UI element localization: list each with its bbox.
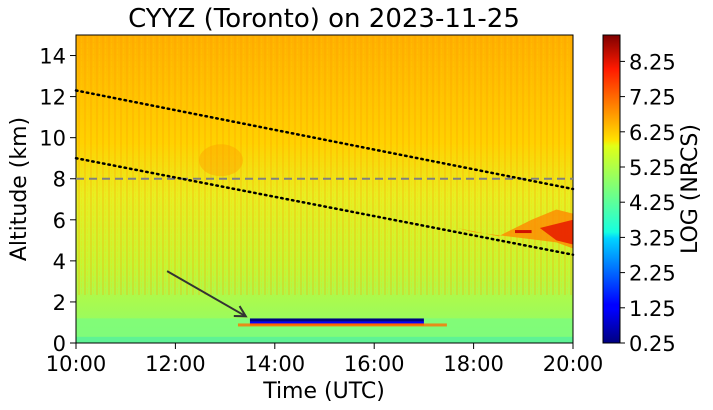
colorbar-tick-label: 0.25: [629, 332, 676, 356]
x-tick-label: 16:00: [344, 352, 405, 376]
colorbar: [602, 34, 621, 344]
y-tick-label: 0: [53, 332, 66, 356]
cirrus-patch: [457, 209, 573, 249]
y-tick-label: 4: [53, 250, 66, 274]
dotted-guide-line: [74, 156, 575, 256]
haze-patch: [198, 144, 243, 177]
x-tick-label: 10:00: [46, 352, 107, 376]
y-tick-label: 8: [53, 168, 66, 192]
colorbar-tick-label: 4.25: [629, 191, 676, 215]
x-tick-label: 18:00: [443, 352, 504, 376]
low-layer-top: [249, 318, 424, 322]
y-tick-label: 2: [53, 291, 66, 315]
surface-layer: [76, 336, 573, 343]
arrow-shaft: [166, 270, 247, 318]
low-layer-mid: [249, 321, 424, 324]
colorbar-tick-label: 3.25: [629, 226, 676, 250]
y-tick-label: 10: [39, 127, 66, 151]
colorbar-tick-label: 8.25: [629, 50, 676, 74]
y-tick-label: 12: [39, 86, 66, 110]
cirrus-core: [539, 219, 573, 245]
colorbar-tick-label: 6.25: [629, 121, 676, 145]
colorbar-label: LOG (NRCS): [678, 124, 703, 254]
cirrus-streak: [515, 230, 532, 234]
x-axis-label: Time (UTC): [262, 379, 385, 404]
x-tick-label: 20:00: [543, 352, 604, 376]
x-tick-label: 14:00: [245, 352, 306, 376]
heatmap-noise: [76, 35, 573, 295]
y-tick-label: 6: [53, 209, 66, 233]
arrow-head: [233, 305, 248, 318]
y-axis-label: Altitude (km): [7, 117, 32, 261]
colorbar-tick-label: 5.25: [629, 156, 676, 180]
dotted-guide-line: [74, 89, 575, 191]
plot-area: [76, 35, 573, 343]
x-tick-label: 12:00: [145, 352, 206, 376]
y-tick-label: 14: [39, 45, 66, 69]
low-layer-halo: [237, 323, 447, 327]
colorbar-tick-label: 7.25: [629, 86, 676, 110]
chart-title: CYYZ (Toronto) on 2023-11-25: [128, 4, 520, 34]
colorbar-tick-label: 2.25: [629, 262, 676, 286]
colorbar-tick-label: 1.25: [629, 297, 676, 321]
